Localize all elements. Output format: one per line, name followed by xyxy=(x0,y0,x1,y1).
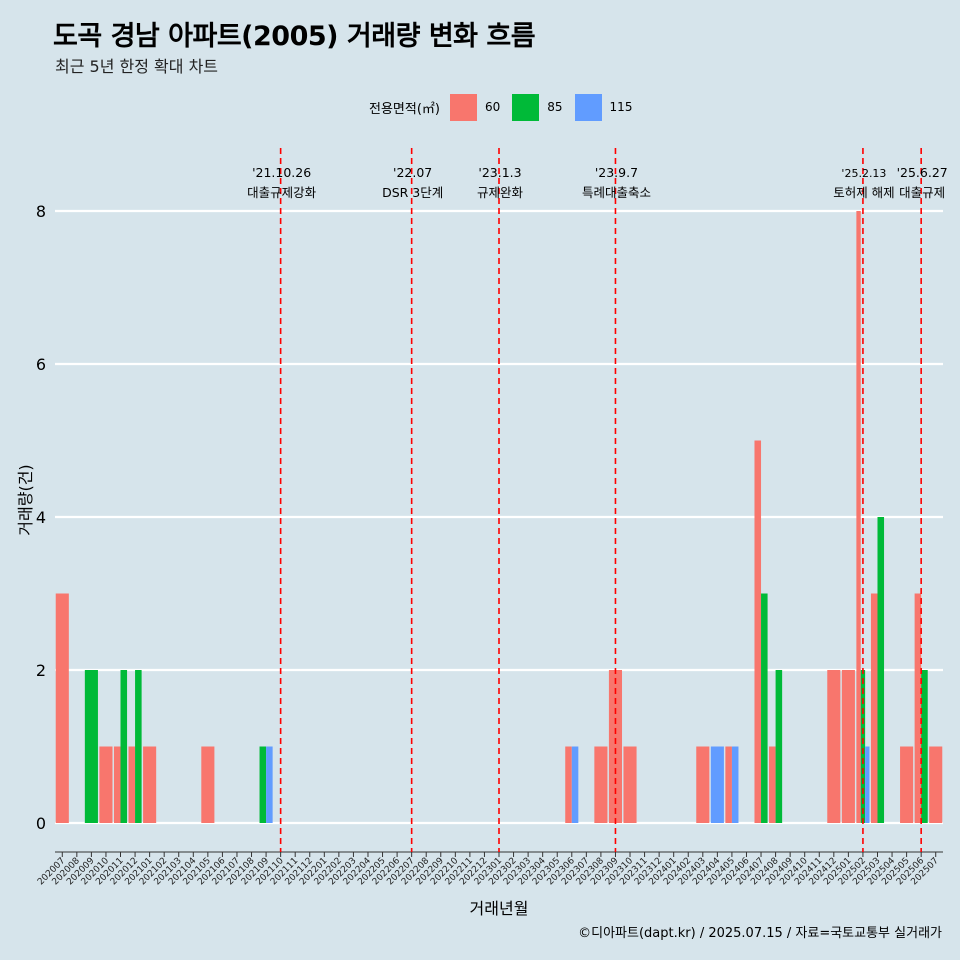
bar-202407-60 xyxy=(754,440,762,823)
bar-202007-60 xyxy=(55,593,69,823)
bar-202502-60 xyxy=(856,211,861,823)
event-date-202502: '25.2.13 xyxy=(841,167,886,180)
bar-202502-115 xyxy=(865,746,870,823)
bar-202501-60 xyxy=(841,670,855,823)
event-date-202110: '21.10.26 xyxy=(252,165,311,180)
event-label-202301: 규제완화 xyxy=(477,185,524,200)
bar-202403-60 xyxy=(696,746,710,823)
bar-202101-60 xyxy=(143,746,157,823)
event-date-202309: '23.9.7 xyxy=(595,165,638,180)
y-tick-label: 4 xyxy=(36,508,46,527)
legend-item-85: 85 xyxy=(512,93,568,121)
bar-202310-60 xyxy=(623,746,637,823)
bar-202309-60 xyxy=(608,670,623,823)
bar-202109-85 xyxy=(259,746,267,823)
bar-202408-60 xyxy=(769,746,776,823)
bar-202011-85 xyxy=(120,670,128,823)
event-label-202506: 대출규제 xyxy=(899,185,945,200)
legend-swatch-60 xyxy=(449,93,477,121)
y-tick-label: 6 xyxy=(36,355,46,374)
y-tick-label: 0 xyxy=(36,814,46,833)
y-tick-label: 8 xyxy=(36,202,46,221)
bar-202505-60 xyxy=(900,746,914,823)
bar-202502-85 xyxy=(860,670,866,823)
legend-title: 전용면적(㎡) xyxy=(369,101,440,117)
event-label-202207: DSR 3단계 xyxy=(382,185,443,200)
event-label-202502: 토허제 해제 xyxy=(833,185,894,200)
legend-label-85: 85 xyxy=(547,100,563,114)
legend: 전용면적(㎡) 60 85 115 xyxy=(369,93,644,121)
y-axis-title: 거래량(건) xyxy=(16,464,35,535)
y-tick-label: 2 xyxy=(36,661,46,680)
legend-swatch-85 xyxy=(512,93,540,121)
bar-202506-85 xyxy=(921,670,928,823)
bar-202105-60 xyxy=(201,746,215,823)
bar-202308-60 xyxy=(594,746,608,823)
chart-title: 도곡 경남 아파트(2005) 거래량 변화 흐름 xyxy=(53,21,536,52)
bar-202412-60 xyxy=(827,670,841,823)
bar-202012-85 xyxy=(135,670,142,823)
source-caption: ©디아파트(dapt.kr) / 2025.07.15 / 자료=국토교통부 실… xyxy=(578,926,942,941)
legend-item-60: 60 xyxy=(449,93,506,121)
bar-202306-115 xyxy=(571,746,579,823)
bar-202507-60 xyxy=(929,746,943,823)
legend-label-60: 60 xyxy=(484,100,501,114)
bar-202011-60 xyxy=(113,746,121,823)
bar-202010-60 xyxy=(99,746,113,823)
chart-subtitle: 최근 5년 한정 확대 차트 xyxy=(55,57,219,76)
bar-202503-60 xyxy=(870,593,878,823)
legend-item-115: 115 xyxy=(574,93,639,121)
bar-202306-60 xyxy=(565,746,572,823)
bar-202506-60 xyxy=(914,593,922,823)
event-date-202301: '23.1.3 xyxy=(478,165,521,180)
x-axis-title: 거래년월 xyxy=(470,899,529,918)
bar-202404-115 xyxy=(710,746,724,823)
event-label-202309: 특례대출축소 xyxy=(582,185,651,200)
legend-swatch-115 xyxy=(574,93,602,121)
legend-label-115: 115 xyxy=(609,100,633,114)
bar-202109-115 xyxy=(266,746,273,823)
bar-202405-60 xyxy=(725,746,732,823)
bar-202012-60 xyxy=(128,746,136,823)
bar-202407-85 xyxy=(761,593,768,823)
bar-202408-85 xyxy=(775,670,783,823)
event-label-202110: 대출규제강화 xyxy=(247,185,317,200)
bar-202405-115 xyxy=(731,746,739,823)
bar-202503-85 xyxy=(877,517,885,823)
bar-202009-85 xyxy=(84,670,98,823)
event-date-202207: '22.07 xyxy=(393,165,432,180)
event-date-202506: '25.6.27 xyxy=(897,165,948,180)
